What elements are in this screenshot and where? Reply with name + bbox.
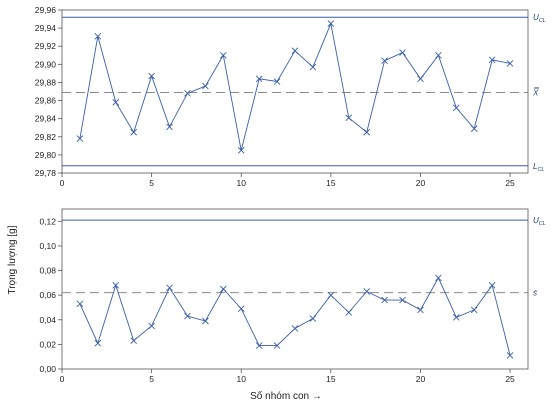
data-point [237, 305, 245, 313]
data-point [166, 284, 173, 292]
y-tick-label: 0,10 [39, 241, 56, 251]
data-point [417, 306, 424, 314]
data-point [219, 285, 227, 293]
data-point [255, 75, 263, 83]
limit-label: s̄ [533, 289, 538, 298]
x-tick-label: 20 [416, 178, 426, 188]
plot-frame [61, 208, 529, 370]
data-point [130, 128, 138, 136]
x-tick-label: 5 [149, 374, 154, 384]
y-tick-label: 0,00 [39, 364, 56, 374]
y-tick-label: 29,96 [35, 5, 57, 15]
data-point [452, 313, 460, 321]
data-point [470, 306, 478, 314]
data-point [273, 78, 281, 85]
x-tick-label: 15 [326, 178, 336, 188]
y-tick-label: 29,92 [35, 41, 57, 51]
data-point [112, 99, 120, 106]
data-point [327, 20, 335, 27]
x-tick-label: 25 [505, 178, 515, 188]
y-tick-label: 29,82 [35, 132, 57, 142]
data-point [363, 288, 371, 295]
limit-label: LCL [533, 162, 544, 173]
data-point [184, 312, 191, 320]
data-point [435, 274, 442, 282]
data-point [327, 291, 335, 299]
data-point [399, 296, 406, 304]
y-tick-label: 0,04 [39, 315, 56, 325]
series-line [79, 22, 511, 151]
y-tick-label: 29,78 [35, 168, 57, 178]
x-tick-label: 10 [236, 178, 246, 188]
data-point [506, 352, 514, 359]
y-tick-label: 29,80 [35, 150, 57, 160]
x-tick-label: 5 [149, 178, 154, 188]
data-point [273, 342, 281, 349]
data-point [237, 147, 245, 154]
data-point [166, 123, 173, 131]
panel-1: 29,78 29,80 29,82 29,84 29,86 29,88 29,90 29,92… [35, 5, 546, 188]
x-axis-label: Số nhóm con → [250, 390, 322, 402]
data-point [112, 281, 120, 289]
data-point [76, 300, 84, 308]
data-point [94, 339, 102, 347]
data-point [363, 128, 371, 136]
y-tick-label: 0,02 [39, 339, 56, 349]
y-tick-label: 29,88 [35, 77, 57, 87]
limit-label: UCL [533, 13, 546, 24]
x-tick-label: 25 [505, 374, 515, 384]
data-point [291, 325, 299, 332]
y-tick-label: 29,90 [35, 59, 57, 69]
y-tick-label: 29,84 [35, 114, 57, 124]
y-tick-label: 0,12 [39, 216, 56, 226]
y-tick-label: 0,06 [39, 290, 56, 300]
data-point [470, 125, 478, 132]
data-point [291, 47, 299, 55]
data-point [452, 104, 460, 112]
data-point [345, 114, 353, 122]
data-point [148, 322, 155, 330]
series-line [79, 276, 511, 356]
x-tick-label: 15 [326, 374, 336, 384]
limit-label: UCL [533, 216, 546, 227]
y-tick-label: 29,94 [35, 23, 57, 33]
data-point [488, 56, 496, 64]
data-point [202, 317, 209, 325]
panel-2: 0,00 0,02 0,04 0,06 0,08 0,10 0,12 0 5 10 15 20 25 UC… [39, 208, 546, 384]
data-point [255, 342, 263, 349]
y-axis-label: Trọng lượng [g] [7, 225, 18, 294]
data-point [488, 281, 496, 289]
data-point [202, 82, 209, 90]
limit-label: X̿ [532, 88, 540, 97]
data-point [309, 63, 317, 71]
data-point [184, 89, 191, 97]
data-point [309, 315, 317, 322]
x-tick-label: 0 [60, 374, 65, 384]
data-point [219, 51, 227, 59]
x-tick-label: 20 [416, 374, 426, 384]
data-point [381, 296, 388, 304]
plot-frame [61, 9, 529, 174]
data-point [399, 49, 406, 56]
data-point [345, 309, 353, 316]
data-point [94, 32, 102, 40]
x-tick-label: 0 [60, 178, 65, 188]
y-tick-label: 29,86 [35, 96, 57, 106]
data-point [76, 135, 84, 142]
data-point [506, 60, 514, 67]
y-tick-label: 0,08 [39, 266, 56, 276]
data-point [130, 337, 138, 345]
data-point [417, 75, 424, 83]
data-point [148, 72, 155, 80]
data-point [435, 51, 442, 59]
x-tick-label: 10 [236, 374, 246, 384]
data-point [381, 57, 388, 65]
